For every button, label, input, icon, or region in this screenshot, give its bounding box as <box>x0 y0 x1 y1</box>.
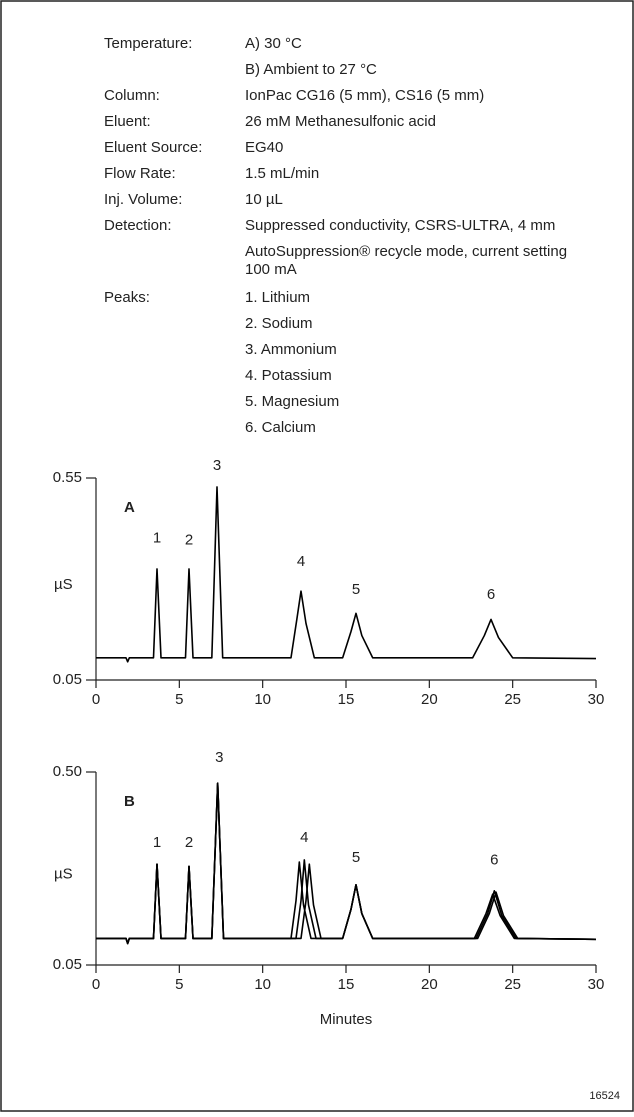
peak-label: 5 <box>352 581 360 598</box>
condition-value: AutoSuppression® recycle mode, current s… <box>245 243 567 260</box>
y-axis-label: µS <box>54 865 73 882</box>
condition-value: 26 mM Methanesulfonic acid <box>245 113 436 130</box>
x-tick-label: 10 <box>254 691 271 708</box>
peak-label: 5 <box>352 849 360 866</box>
x-tick-label: 25 <box>504 976 521 993</box>
condition-value: 4. Potassium <box>245 367 332 384</box>
y-tick-label: 0.05 <box>53 956 82 973</box>
condition-value: 100 mA <box>245 261 297 278</box>
trace <box>96 782 597 945</box>
x-tick-label: 20 <box>421 691 438 708</box>
condition-label: Eluent Source: <box>104 139 202 156</box>
condition-value: 10 µL <box>245 191 283 208</box>
x-tick-label: 30 <box>588 976 605 993</box>
y-tick-label: 0.55 <box>53 469 82 486</box>
condition-label: Peaks: <box>104 289 150 306</box>
panel-label: B <box>124 793 135 810</box>
peak-label: 4 <box>297 553 305 570</box>
figure-id: 16524 <box>589 1090 620 1102</box>
peak-label: 6 <box>490 851 498 868</box>
peak-label: 6 <box>487 586 495 603</box>
condition-value: B) Ambient to 27 °C <box>245 61 377 78</box>
x-tick-label: 10 <box>254 976 271 993</box>
peak-label: 2 <box>185 834 193 851</box>
peak-label: 2 <box>185 532 193 549</box>
condition-label: Flow Rate: <box>104 165 176 182</box>
condition-value: 5. Magnesium <box>245 393 339 410</box>
x-tick-label: 15 <box>338 976 355 993</box>
condition-value: Suppressed conductivity, CSRS-ULTRA, 4 m… <box>245 217 555 234</box>
x-tick-label: 20 <box>421 976 438 993</box>
condition-value: IonPac CG16 (5 mm), CS16 (5 mm) <box>245 87 484 104</box>
peak-label: 1 <box>153 834 161 851</box>
x-tick-label: 15 <box>338 691 355 708</box>
condition-label: Column: <box>104 87 160 104</box>
condition-label: Eluent: <box>104 113 151 130</box>
condition-value: 6. Calcium <box>245 419 316 436</box>
condition-label: Temperature: <box>104 35 192 52</box>
condition-value: 1. Lithium <box>245 289 310 306</box>
x-tick-label: 30 <box>588 691 605 708</box>
trace <box>96 782 597 945</box>
x-tick-label: 0 <box>92 976 100 993</box>
y-tick-label: 0.05 <box>53 671 82 688</box>
condition-value: A) 30 °C <box>245 35 302 52</box>
condition-value: 2. Sodium <box>245 315 313 332</box>
condition-label: Detection: <box>104 217 172 234</box>
panel-label: A <box>124 499 135 516</box>
condition-value: 3. Ammonium <box>245 341 337 358</box>
peak-label: 1 <box>153 530 161 547</box>
x-axis-label: Minutes <box>320 1011 373 1028</box>
x-tick-label: 5 <box>175 691 183 708</box>
peak-label: 3 <box>215 749 223 766</box>
y-axis-label: µS <box>54 576 73 593</box>
trace <box>96 486 597 663</box>
peak-label: 3 <box>213 457 221 474</box>
x-tick-label: 0 <box>92 691 100 708</box>
y-tick-label: 0.50 <box>53 763 82 780</box>
peak-label: 4 <box>300 829 308 846</box>
x-tick-label: 25 <box>504 691 521 708</box>
condition-value: 1.5 mL/min <box>245 165 319 182</box>
trace <box>96 782 597 945</box>
x-tick-label: 5 <box>175 976 183 993</box>
condition-value: EG40 <box>245 139 283 156</box>
condition-label: Inj. Volume: <box>104 191 182 208</box>
